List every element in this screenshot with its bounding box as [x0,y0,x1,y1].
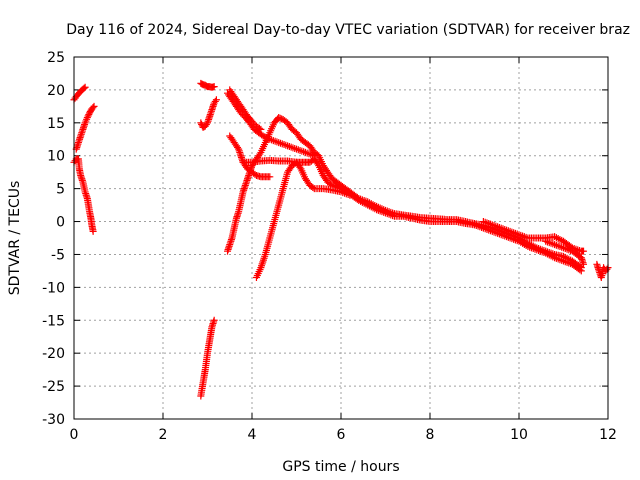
data-point-marker [276,114,284,122]
data-point-marker [580,247,588,255]
x-axis-label: GPS time / hours [282,459,399,475]
data-point-marker [210,83,218,91]
series-arc-3 [70,155,97,235]
data-point-marker [577,267,585,275]
data-point-marker [255,124,263,132]
x-tick-label: 0 [70,427,79,443]
grid-layer [74,57,608,419]
series-arc-8 [226,86,265,133]
data-point-marker [234,144,242,151]
data-point-marker [83,114,91,122]
data-point-marker [197,119,205,127]
data-point-marker [275,114,283,122]
y-tick-label: -25 [42,379,65,395]
series-arc-6 [197,316,218,400]
data-point-marker [256,150,264,158]
data-point-marker [580,260,588,268]
data-point-marker [210,316,218,324]
data-point-marker [314,160,322,168]
series-arc-14 [337,185,585,275]
series-arc-10 [226,132,274,181]
series-arc-16 [542,237,588,268]
series-arc-15 [479,218,588,255]
series-arc-2 [72,102,98,153]
data-point-marker [84,112,92,120]
y-tick-label: 5 [56,182,65,198]
data-point-marker [248,118,256,126]
y-tick-label: -5 [51,247,65,263]
data-point-marker [603,265,611,273]
data-point-marker [89,104,97,112]
data-point-marker [212,96,220,104]
tick-layer: 0 2 4 6 8 10 12 -30 -25 -20 -15 -10 -5 0 5 10 15 20 25 [42,50,617,443]
series-arc-4 [197,79,218,91]
x-tick-label: 8 [426,427,435,443]
data-point-marker [259,132,267,140]
y-tick-label: 20 [47,83,65,99]
plot-frame [73,56,609,420]
y-tick-label: -30 [42,412,65,428]
y-tick-label: 25 [47,50,65,66]
data-point-marker [81,83,89,91]
chart-title: Day 116 of 2024, Sidereal Day-to-day VTE… [66,22,630,38]
y-tick-label: 15 [47,116,65,132]
data-point-marker [80,84,88,92]
y-tick-label: -10 [42,280,65,296]
data-point-marker [576,266,584,274]
y-tick-label: -15 [42,313,65,329]
data-point-marker [249,119,257,127]
data-point-marker [251,170,259,178]
data-point-marker [202,120,210,128]
x-tick-label: 6 [337,427,346,443]
data-point-marker [309,184,317,192]
series-arc-17 [593,260,612,281]
data-point-marker [89,227,97,235]
series-layer [70,79,612,400]
x-tick-label: 12 [599,427,617,443]
x-tick-label: 10 [510,427,528,443]
y-tick-label: -20 [42,346,65,362]
data-point-marker [211,97,219,105]
data-point-marker [296,163,304,171]
y-axis-label: SDTVAR / TECUs [7,181,23,296]
x-tick-label: 4 [248,427,257,443]
data-point-marker [266,173,274,181]
data-point-marker [90,102,98,110]
data-point-marker [257,125,265,133]
x-tick-label: 2 [159,427,168,443]
series-arc-5 [197,96,220,131]
y-tick-label: 0 [56,215,65,231]
y-tick-label: 10 [47,149,65,165]
